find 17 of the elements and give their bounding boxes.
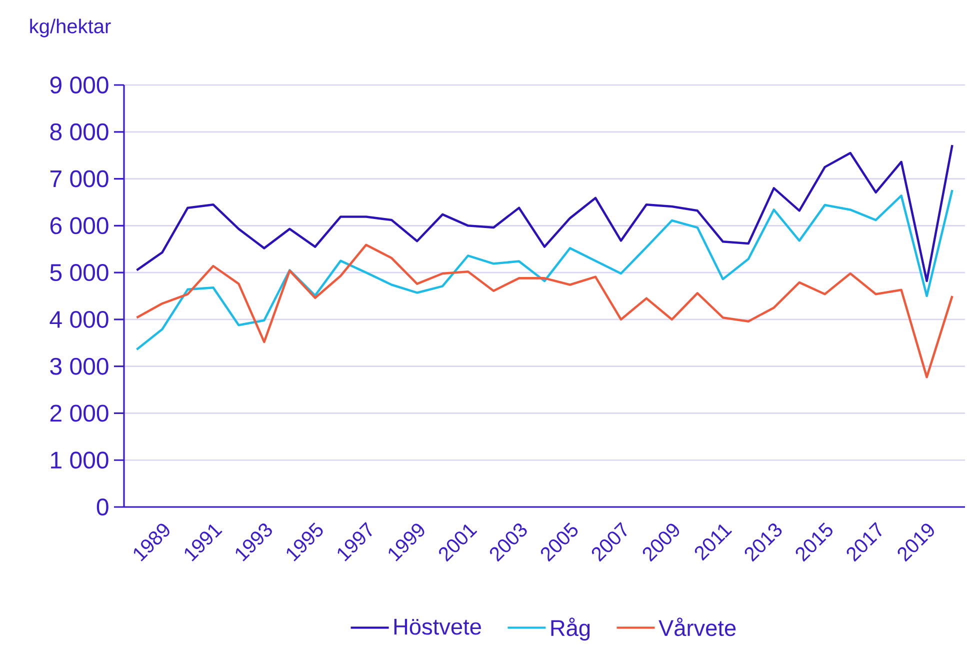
legend-label: Råg [551,618,590,641]
y-tick-label: 8 000 [50,123,108,140]
y-tick-label: 7 000 [50,170,108,188]
y-tick-label: 1 000 [51,452,108,469]
y-axis-title: kg/hektar [30,18,111,38]
legend-label: Vårvete [658,618,736,636]
y-tick-label: 2 000 [50,404,108,422]
y-tick-label: 6 000 [50,217,108,234]
line-series [136,188,954,351]
y-tick-label: 9 000 [50,76,108,94]
y-tick-label: 4 000 [50,310,108,328]
line-series [136,244,954,378]
legend-label: Höstvete [394,618,481,635]
y-tick-label: 5 000 [50,264,108,282]
line-series [136,144,954,282]
y-tick-label: 3 000 [50,358,108,375]
y-tick-label: 0 [96,498,108,516]
